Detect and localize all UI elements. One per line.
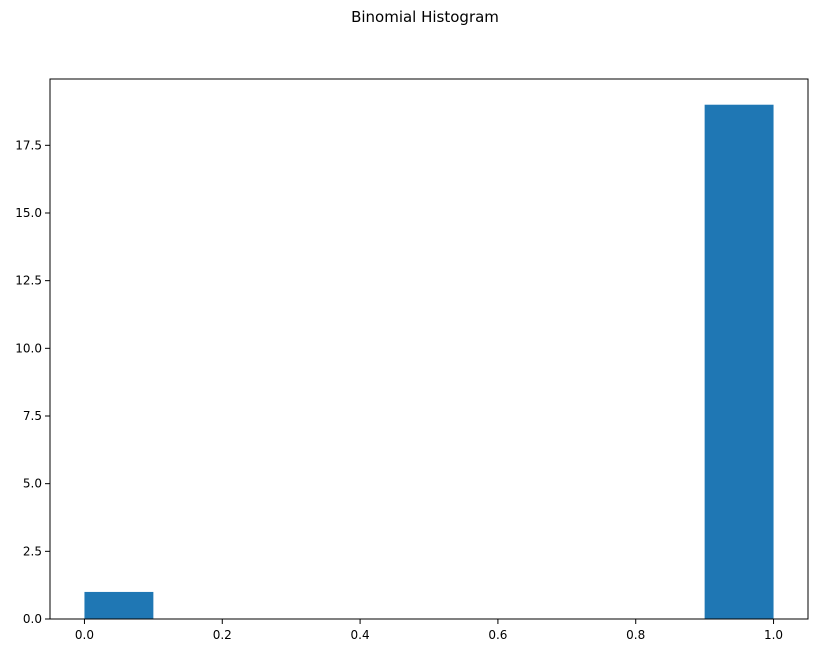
histogram-bar [84, 591, 154, 619]
y-tick-label: 17.5 [15, 138, 42, 152]
plot-frame [49, 78, 809, 620]
y-tick-label: 0.0 [23, 612, 42, 626]
y-tick-label: 5.0 [23, 477, 42, 491]
y-tick-label: 2.5 [23, 544, 42, 558]
x-tick-label: 1.0 [764, 628, 783, 642]
x-tick-label: 0.2 [213, 628, 232, 642]
histogram-bar [704, 104, 774, 619]
y-tick-label: 7.5 [23, 409, 42, 423]
axes-layer: 0.0 0.2 0.4 0.6 0.8 1.0 0.0 2.5 5.0 7.5 10.0 12.5 15… [15, 78, 809, 642]
y-tick-label: 15.0 [15, 206, 42, 220]
y-tick-label: 12.5 [15, 274, 42, 288]
x-tick-label: 0.4 [351, 628, 370, 642]
y-tick-label: 10.0 [15, 341, 42, 355]
bars-layer [84, 104, 774, 619]
x-tick-label: 0.8 [626, 628, 645, 642]
x-tick-label: 0.6 [488, 628, 507, 642]
x-tick-label: 0.0 [75, 628, 94, 642]
chart-title: Binomial Histogram [351, 8, 499, 26]
